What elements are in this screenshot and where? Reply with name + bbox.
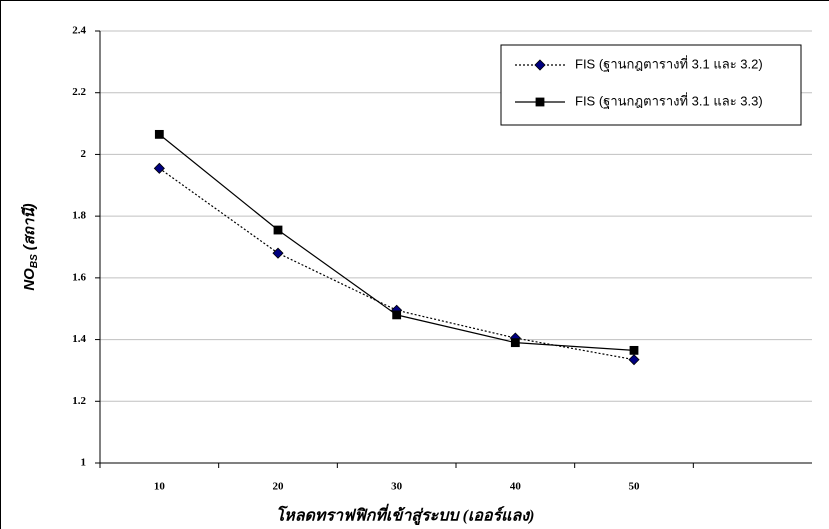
y-tick-label: 2.2 xyxy=(72,86,86,98)
y-tick-label: 1.2 xyxy=(72,395,86,407)
x-tick-label: 20 xyxy=(273,481,285,493)
x-tick-label: 30 xyxy=(391,481,403,493)
chart: NOBS (สถานี) โหลดทราฟฟิกที่เข้าสู่ระบบ (เ… xyxy=(0,0,829,529)
y-tick-label: 1.6 xyxy=(72,271,86,283)
data-point xyxy=(274,226,282,234)
y-tick-label: 2 xyxy=(81,148,87,160)
x-tick-label: 10 xyxy=(154,481,166,493)
data-point xyxy=(154,163,164,173)
legend-label: FIS (ฐานกฎตารางที่ 3.1 และ 3.2) xyxy=(575,55,763,72)
legend-marker xyxy=(536,98,544,106)
data-point xyxy=(155,130,163,138)
x-tick-label: 50 xyxy=(629,481,641,493)
data-point xyxy=(393,311,401,319)
x-tick-label: 40 xyxy=(510,481,522,493)
y-tick-label: 1 xyxy=(81,457,87,469)
data-point xyxy=(630,346,638,354)
legend-label: FIS (ฐานกฎตารางที่ 3.1 และ 3.3) xyxy=(575,92,763,109)
y-label-sub: BS xyxy=(29,254,40,268)
y-label-unit: (สถานี) xyxy=(21,203,38,250)
series-line xyxy=(159,168,634,359)
y-label-main: NO xyxy=(21,268,38,291)
y-tick-label: 2.4 xyxy=(72,25,86,37)
x-axis-label: โหลดทราฟฟิกที่เข้าสู่ระบบ (เออร์แลง) xyxy=(276,504,535,526)
y-axis-label: NOBS (สถานี) xyxy=(21,203,40,290)
y-tick-label: 1.8 xyxy=(72,210,86,222)
data-point xyxy=(629,355,639,365)
data-point xyxy=(273,248,283,258)
y-tick-label: 1.4 xyxy=(72,333,86,345)
data-point xyxy=(511,339,519,347)
